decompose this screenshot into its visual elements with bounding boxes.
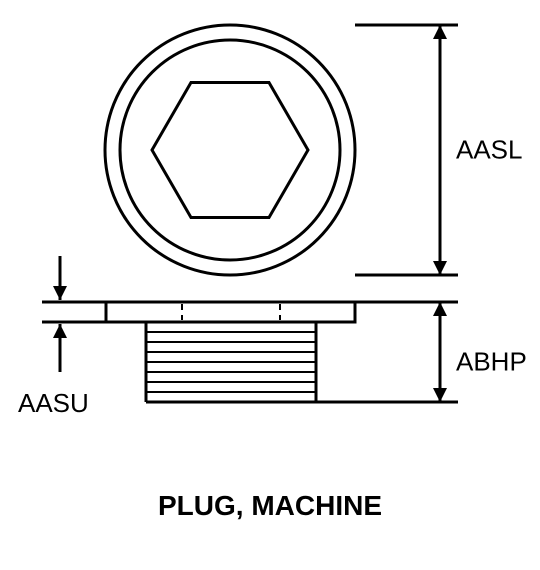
engineering-drawing: AASL ABHP AASU — [0, 0, 540, 570]
diagram-container: AASL ABHP AASU PLUG, MACHINE — [0, 0, 540, 570]
diagram-title: PLUG, MACHINE — [0, 490, 540, 522]
label-aasl: AASL — [456, 135, 523, 165]
label-abhp: ABHP — [456, 347, 527, 377]
label-aasu: AASU — [18, 388, 89, 418]
